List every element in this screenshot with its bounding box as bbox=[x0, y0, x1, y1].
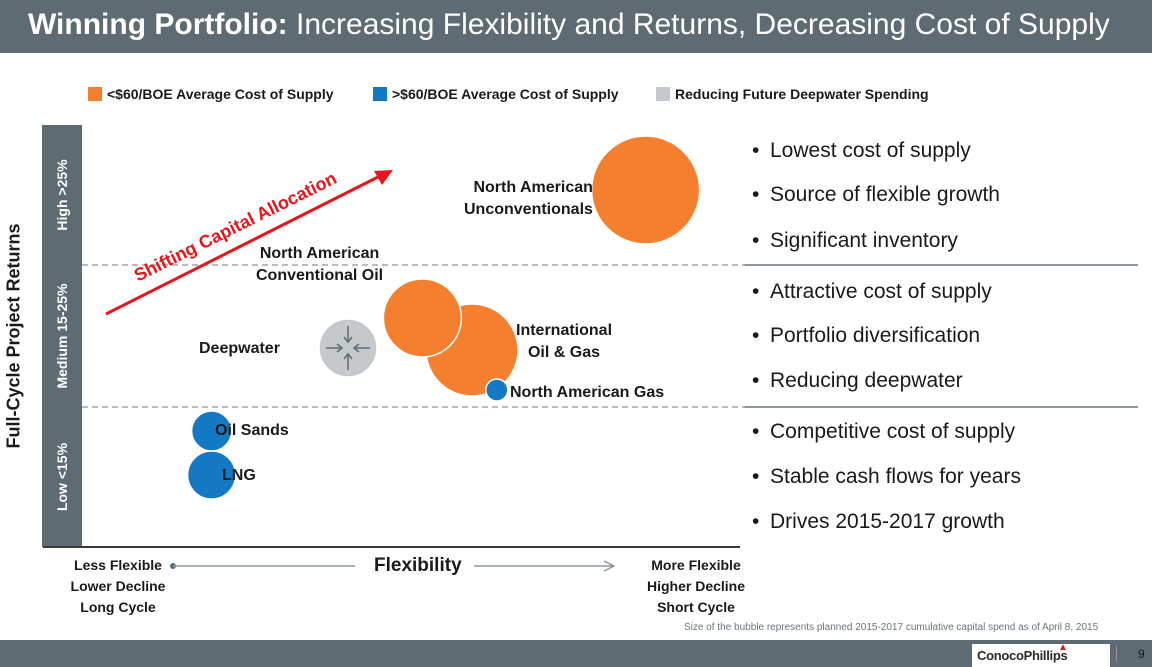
bullet-text: Reducing deepwater bbox=[770, 369, 963, 392]
page-number: 9 bbox=[1138, 647, 1145, 661]
x-right-line: Higher Decline bbox=[646, 578, 746, 594]
bullet-text: Portfolio diversification bbox=[770, 324, 981, 347]
bullet-item: • Lowest cost of supply bbox=[752, 139, 971, 162]
x-left-line: Long Cycle bbox=[80, 599, 156, 615]
compress-arrow-head bbox=[343, 352, 353, 360]
legend-swatch-gray bbox=[656, 87, 670, 101]
compress-arrows-icon bbox=[326, 326, 370, 370]
slide-title-bold: Winning Portfolio: bbox=[28, 8, 288, 41]
x-left-line: Lower Decline bbox=[70, 578, 166, 594]
flexibility-arrow bbox=[170, 560, 616, 572]
band-low: Low <15% bbox=[42, 407, 82, 547]
label-na-unconventionals: North American Unconventionals bbox=[464, 177, 593, 221]
x-left-line: Less Flexible bbox=[74, 557, 162, 573]
label-line: Unconventionals bbox=[464, 201, 593, 218]
label-oil-sands: Oil Sands bbox=[215, 422, 289, 439]
bullet-item: • Drives 2015-2017 growth bbox=[752, 510, 1005, 533]
bullet-text: Drives 2015-2017 growth bbox=[770, 510, 1005, 533]
bullet-text: Attractive cost of supply bbox=[770, 280, 992, 303]
company-logo: ConocoPhillips ▲ bbox=[972, 642, 1110, 667]
logo-text: ConocoPhillips bbox=[977, 648, 1068, 663]
x-axis-left-label: Less Flexible Lower Decline Long Cycle bbox=[62, 555, 174, 618]
label-line: North American bbox=[473, 179, 593, 196]
bullet-text: Lowest cost of supply bbox=[770, 139, 971, 162]
bubbles bbox=[186, 135, 701, 500]
bubble-oil-sands bbox=[190, 410, 233, 452]
band-high: High >25% bbox=[42, 125, 82, 265]
bullet-text: Stable cash flows for years bbox=[770, 465, 1021, 488]
header-bar: Winning Portfolio: Increasing Flexibilit… bbox=[0, 0, 1152, 53]
arrow-shaft bbox=[105, 174, 381, 316]
legend-swatch-blue bbox=[373, 87, 387, 101]
bullet-item: • Reducing deepwater bbox=[752, 369, 963, 392]
bullet-text: Competitive cost of supply bbox=[770, 420, 1016, 443]
bullet-text: Significant inventory bbox=[770, 229, 958, 252]
shifting-allocation-arrow: Shifting Capital Allocation bbox=[105, 168, 393, 316]
bullet-divider bbox=[745, 264, 1138, 266]
compress-arrow-head bbox=[352, 343, 360, 353]
label-lng: LNG bbox=[222, 467, 256, 484]
label-line: Oil & Gas bbox=[527, 344, 601, 361]
legend-label: >$60/BOE Average Cost of Supply bbox=[392, 86, 619, 102]
label-line: International bbox=[516, 322, 613, 339]
compress-arrow-head bbox=[343, 336, 353, 344]
bullet-divider bbox=[745, 406, 1138, 408]
arrow-head bbox=[374, 170, 393, 185]
label-na-gas: North American Gas bbox=[510, 384, 665, 401]
bullet-text: Source of flexible growth bbox=[770, 183, 1000, 206]
bullet-item: • Significant inventory bbox=[752, 229, 958, 252]
label-international: International Oil & Gas bbox=[516, 320, 612, 364]
bullet-item: • Attractive cost of supply bbox=[752, 280, 992, 303]
legend-label: Reducing Future Deepwater Spending bbox=[675, 86, 929, 102]
slide-title-rest: Increasing Flexibility and Returns, Decr… bbox=[287, 8, 1110, 41]
x-right-line: More Flexible bbox=[651, 557, 741, 573]
bubble-north-american-gas bbox=[485, 378, 509, 402]
label-line: Conventional Oil bbox=[256, 267, 384, 284]
label-deepwater: Deepwater bbox=[199, 340, 280, 357]
x-axis-right-label: More Flexible Higher Decline Short Cycle bbox=[636, 555, 756, 618]
label-line: North American bbox=[259, 245, 380, 262]
compress-arrow-head bbox=[336, 343, 344, 353]
logo-mark-icon: ▲ bbox=[1058, 642, 1068, 653]
bubble-deepwater bbox=[318, 318, 378, 378]
bubble-north-american-conventional-oil bbox=[382, 278, 463, 358]
legend-swatch-orange bbox=[88, 87, 102, 101]
bullet-item: • Source of flexible growth bbox=[752, 183, 1000, 206]
label-na-conventional: North American Conventional Oil bbox=[256, 243, 383, 287]
legend-label: <$60/BOE Average Cost of Supply bbox=[107, 86, 334, 102]
slide-title: Winning Portfolio: Increasing Flexibilit… bbox=[28, 7, 1110, 43]
flex-arrow-head bbox=[603, 560, 616, 572]
bullet-item: • Portfolio diversification bbox=[752, 324, 981, 347]
x-axis-title: Flexibility bbox=[374, 555, 462, 576]
x-right-line: Short Cycle bbox=[657, 599, 735, 615]
footer-bar bbox=[0, 640, 1152, 667]
page-divider bbox=[1116, 646, 1117, 662]
bubble-north-american-unconventionals bbox=[590, 135, 701, 245]
bullet-item: • Competitive cost of supply bbox=[752, 420, 1016, 443]
band-medium: Medium 15-25% bbox=[42, 265, 82, 407]
bubble-size-note: Size of the bubble represents planned 20… bbox=[684, 622, 1099, 633]
bullet-item: • Stable cash flows for years bbox=[752, 465, 1021, 488]
